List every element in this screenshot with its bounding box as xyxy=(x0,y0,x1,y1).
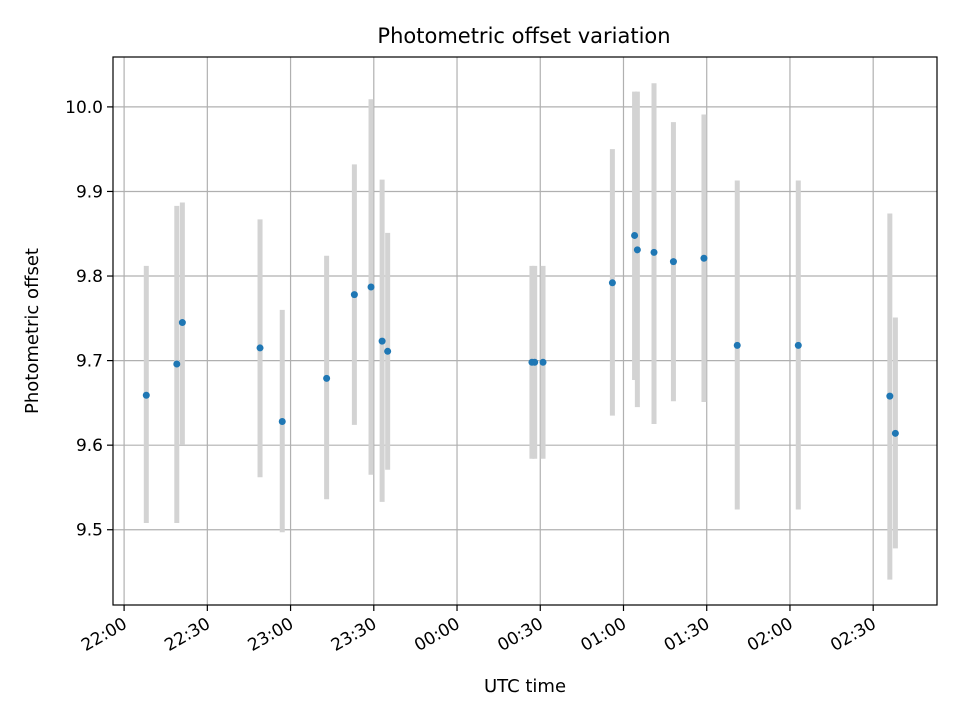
y-axis-label: Photometric offset xyxy=(22,248,43,414)
data-point xyxy=(891,429,899,437)
x-axis-label: UTC time xyxy=(484,676,566,697)
data-point xyxy=(794,341,802,349)
plot-frame xyxy=(112,56,938,606)
data-point xyxy=(539,358,547,366)
data-point xyxy=(256,344,264,352)
data-point xyxy=(608,279,616,287)
y-tick-label: 10.0 xyxy=(65,98,103,118)
data-points xyxy=(142,231,899,437)
grid xyxy=(113,57,937,605)
data-point xyxy=(323,374,331,382)
data-point xyxy=(886,392,894,400)
data-point xyxy=(669,258,677,266)
chart-title: Photometric offset variation xyxy=(377,24,670,48)
data-point xyxy=(142,391,150,399)
y-tick-label: 9.6 xyxy=(76,436,103,456)
y-axis: 9.5 9.6 9.7 9.8 9.9 10.0 xyxy=(65,98,113,541)
y-tick-label: 9.8 xyxy=(76,267,103,287)
data-point xyxy=(173,360,181,368)
data-point xyxy=(650,248,658,256)
data-point xyxy=(633,246,641,254)
data-point xyxy=(631,231,639,239)
data-point xyxy=(384,347,392,355)
data-point xyxy=(733,341,741,349)
data-point xyxy=(531,358,539,366)
data-point xyxy=(278,417,286,425)
y-tick-label: 9.9 xyxy=(76,182,103,202)
data-point xyxy=(700,254,708,262)
y-tick-label: 9.7 xyxy=(76,352,103,372)
data-point xyxy=(378,337,386,345)
data-point xyxy=(178,319,186,327)
y-tick-label: 9.5 xyxy=(76,521,103,541)
data-point xyxy=(350,291,358,299)
data-point xyxy=(367,283,375,291)
